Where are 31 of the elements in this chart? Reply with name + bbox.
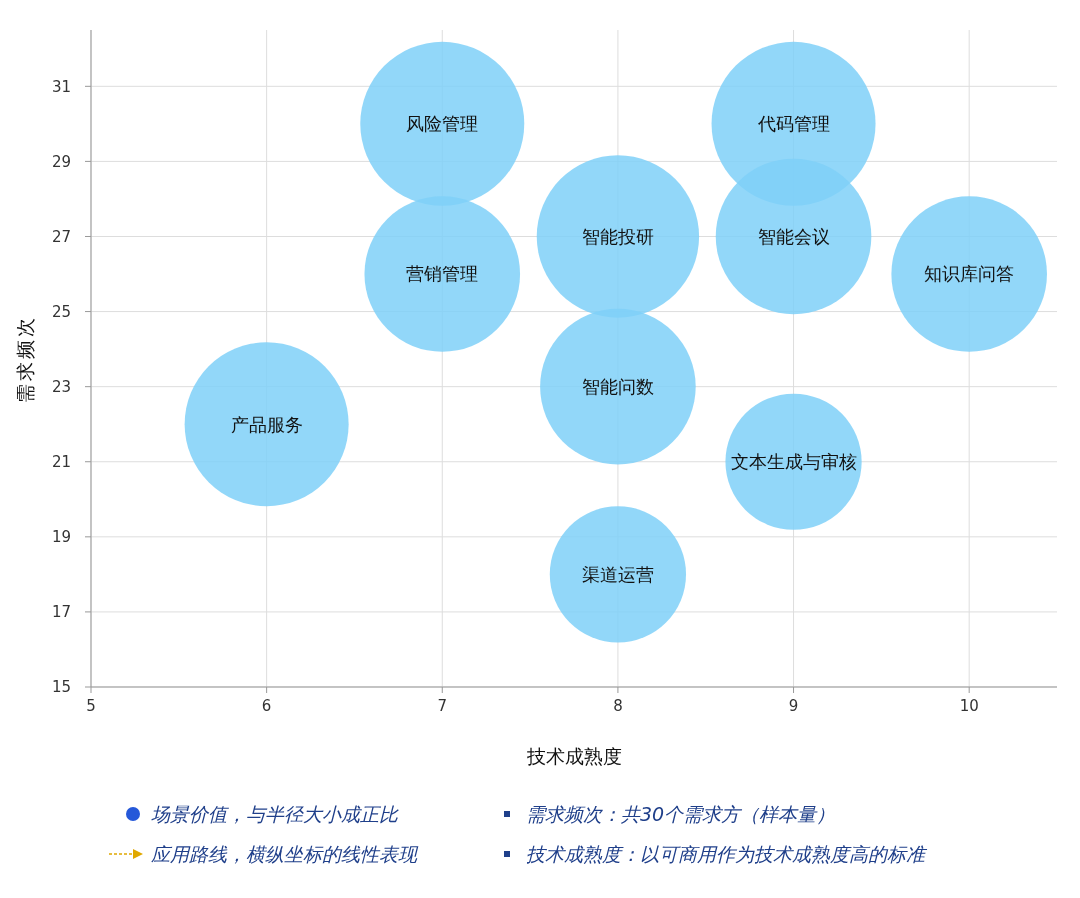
series-label: 渠道运营 <box>581 563 654 585</box>
series-label: 智能投研 <box>581 225 654 247</box>
x-tick-label: 8 <box>613 697 623 715</box>
y-tick-label: 17 <box>51 603 71 622</box>
series-label: 智能会议 <box>757 225 830 247</box>
series-label: 营销管理 <box>406 263 479 285</box>
y-tick-label: 29 <box>51 152 71 171</box>
y-tick-label: 27 <box>51 227 71 246</box>
text: 需求频次：共30个需求方（样本量） <box>526 802 836 825</box>
series-label: 代码管理 <box>756 113 830 135</box>
y-tick-label: 23 <box>51 377 71 396</box>
x-tick-label: 10 <box>959 697 979 715</box>
text: 场景价值，与半径大小成正比 <box>151 802 399 825</box>
y-tick-label: 31 <box>51 77 71 96</box>
series-label: 知识库问答 <box>924 263 1015 285</box>
series-label: 风险管理 <box>406 113 479 135</box>
series-label: 产品服务 <box>230 413 303 435</box>
y-tick-label: 19 <box>51 528 71 547</box>
y-tick-label: 21 <box>51 452 71 471</box>
series-label: 文本生成与审核 <box>730 451 857 473</box>
x-axis-title: 技术成熟度 <box>525 745 622 767</box>
series-label: 智能问数 <box>581 375 654 397</box>
x-tick-label: 5 <box>86 697 96 715</box>
y-tick-label: 25 <box>51 302 71 321</box>
x-tick-label: 7 <box>437 697 448 715</box>
x-tick-label: 9 <box>788 697 799 715</box>
y-tick-label: 15 <box>51 678 71 697</box>
y-axis-title: 需求频次 <box>14 314 36 403</box>
text: 应用路线，横纵坐标的线性表现 <box>151 842 419 865</box>
x-tick-label: 6 <box>261 697 272 715</box>
text: 技术成熟度：以可商用作为技术成熟度高的标准 <box>526 842 928 865</box>
